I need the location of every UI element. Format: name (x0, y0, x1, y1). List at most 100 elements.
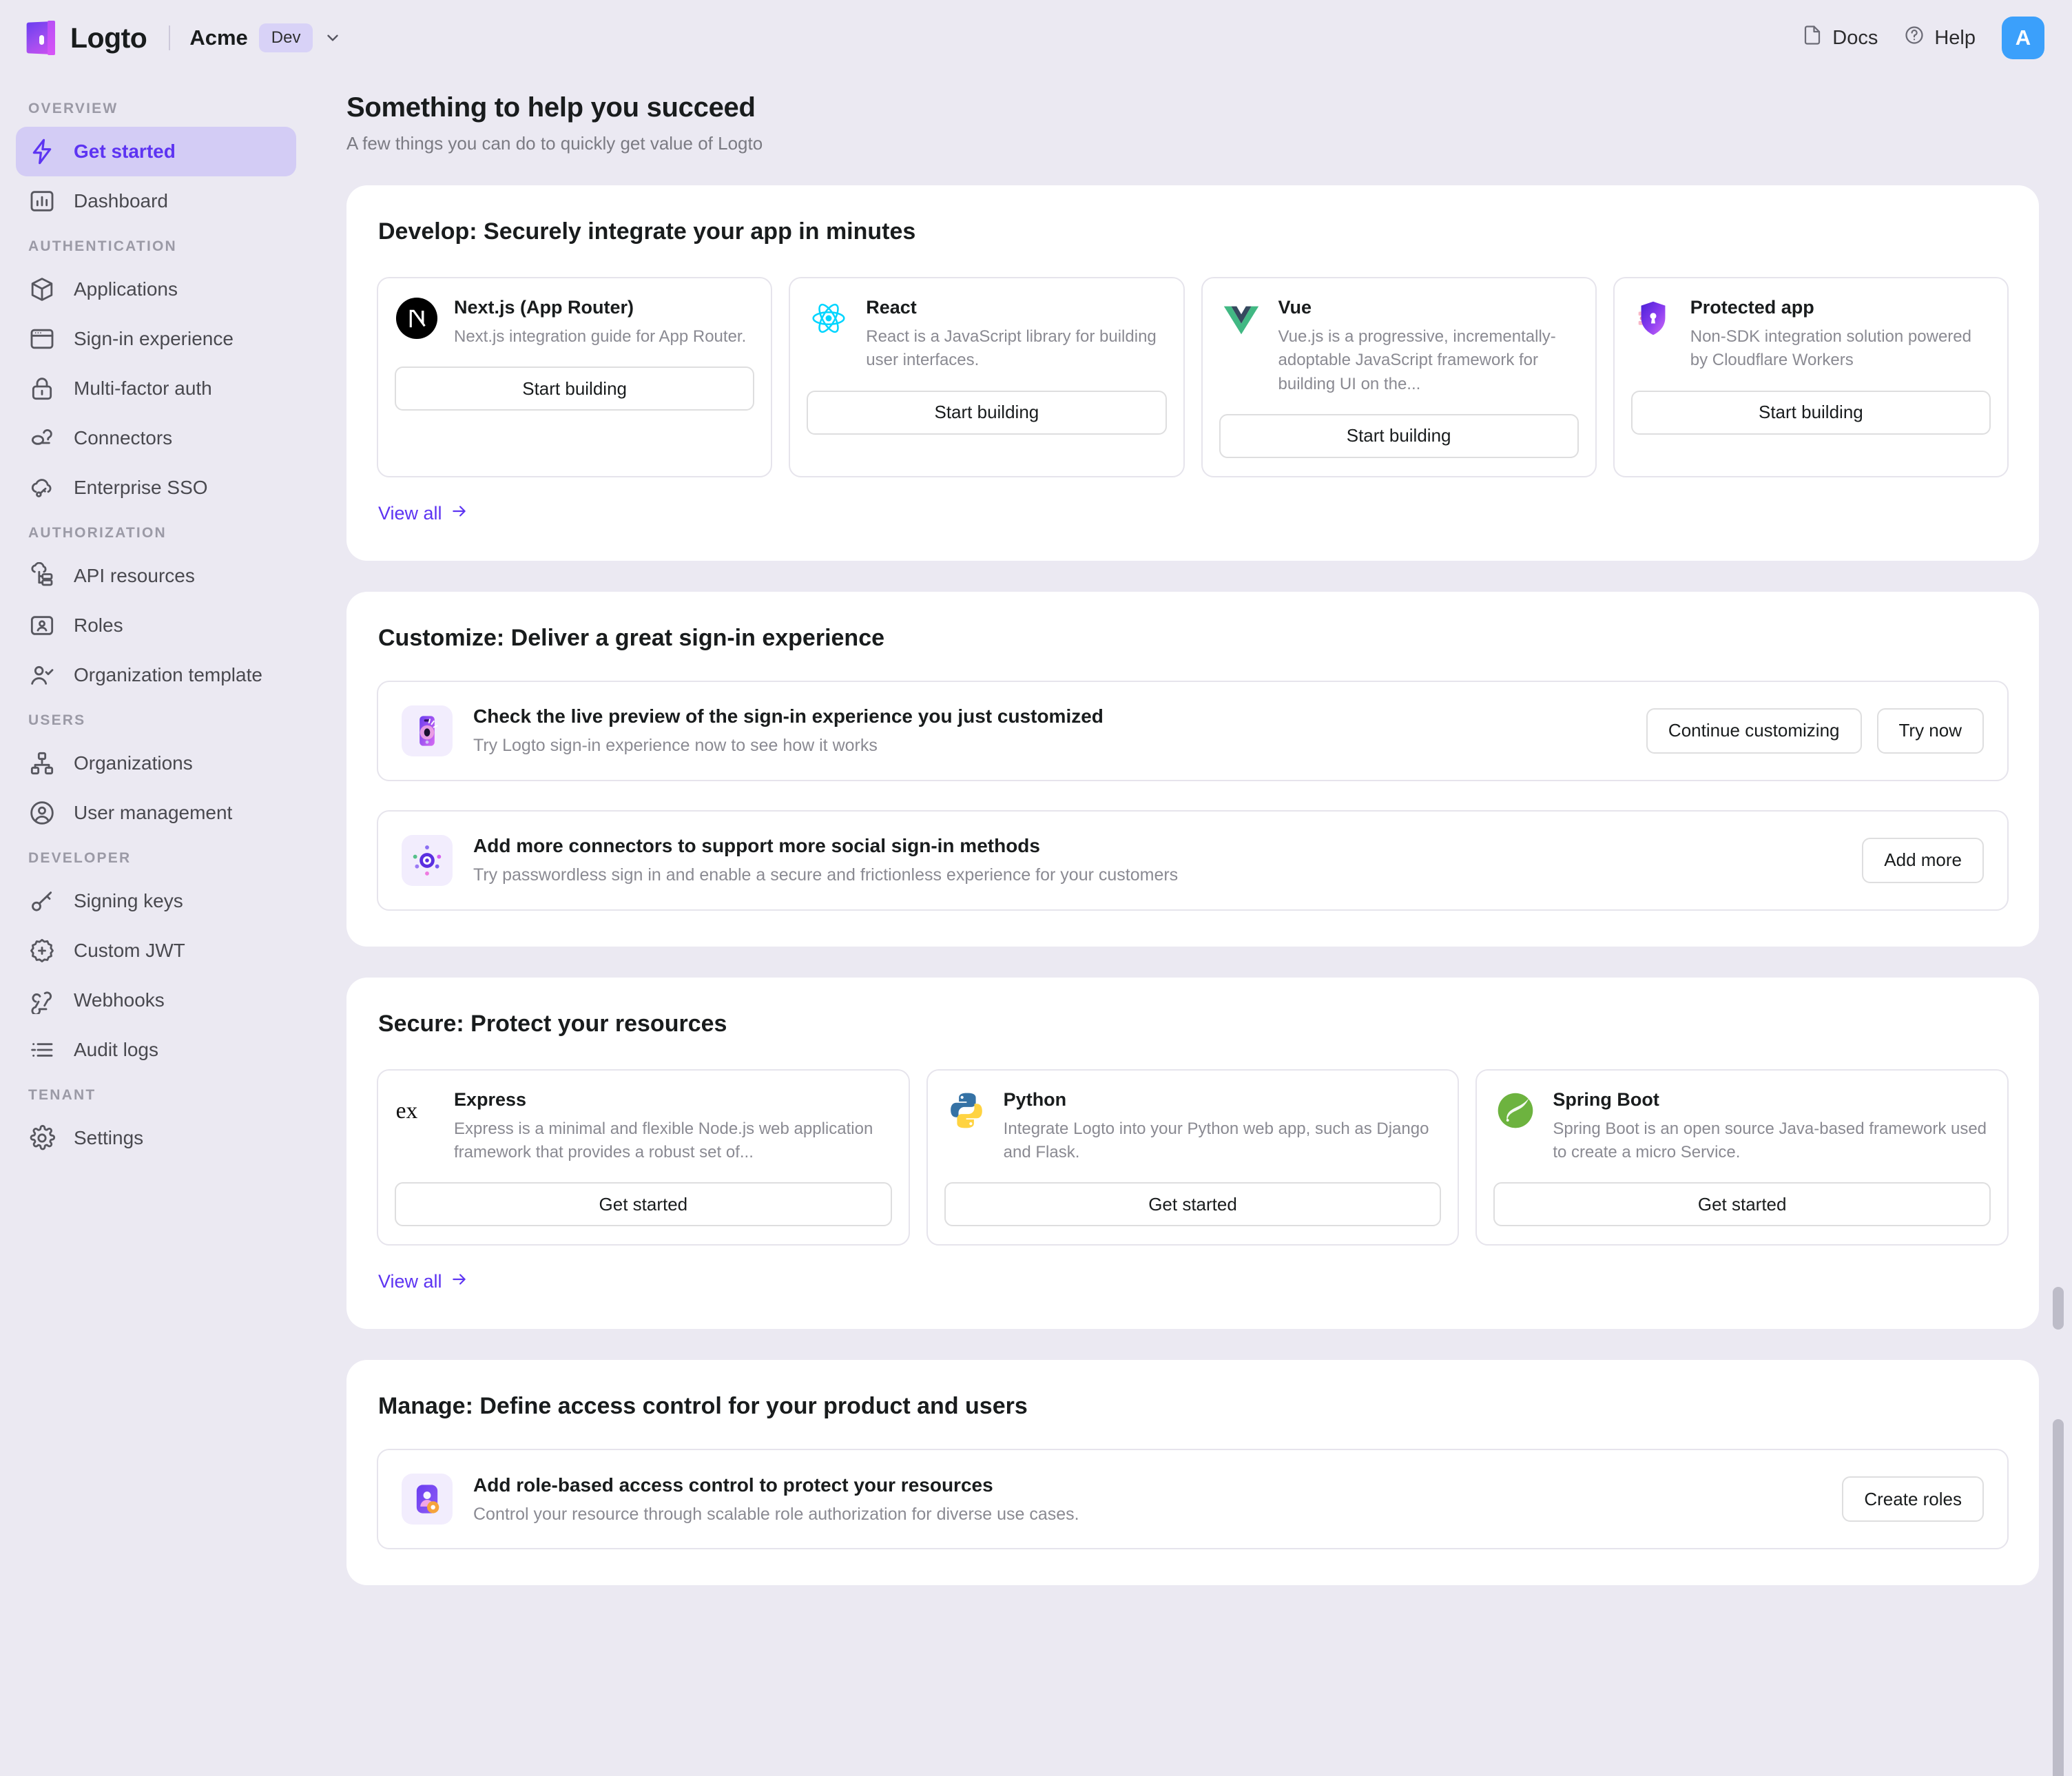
sidebar-item-label: Audit logs (74, 1039, 158, 1060)
tenant-switcher[interactable]: Acme Dev (189, 23, 342, 52)
card-header: Spring Boot Spring Boot is an open source… (1493, 1088, 1991, 1165)
card-action-button[interactable]: Start building (1630, 390, 1991, 435)
sidebar-item-multi-factor-auth[interactable]: Multi-factor auth (16, 364, 296, 413)
sidebar-item-applications[interactable]: Applications (16, 265, 296, 314)
org-tree-icon (28, 750, 56, 777)
vertical-scrollbar[interactable] (2051, 76, 2065, 1776)
main-content: Something to help you succeed A few thin… (319, 76, 2072, 1776)
connectors-icon (28, 424, 56, 452)
secure-card-row: ex Express Express is a minimal and flexib… (377, 1068, 2009, 1246)
arrow-right-icon (450, 1270, 468, 1293)
sidebar-item-user-management[interactable]: User management (16, 788, 296, 838)
role-access-icon (402, 1474, 453, 1525)
avatar[interactable]: A (2002, 17, 2044, 59)
sidebar-item-webhooks[interactable]: Webhooks (16, 975, 296, 1025)
sidebar-item-connectors[interactable]: Connectors (16, 413, 296, 463)
task-actions: Add more (1862, 837, 1984, 883)
sidebar-item-label: API resources (74, 565, 195, 586)
scrollbar-thumb[interactable] (2053, 1419, 2064, 1776)
sidebar-item-signing-keys[interactable]: Signing keys (16, 876, 296, 926)
framework-card[interactable]: ex Express Express is a minimal and flexib… (377, 1068, 910, 1246)
framework-card[interactable]: Spring Boot Spring Boot is an open source… (1475, 1068, 2009, 1246)
bolt-icon (28, 138, 56, 165)
framework-card[interactable]: Python Integrate Logto into your Python w… (926, 1068, 1460, 1246)
vue-logo (1219, 296, 1263, 340)
sidebar-item-get-started[interactable]: Get started (16, 127, 296, 176)
sidebar-item-label: Webhooks (74, 989, 165, 1011)
arrow-right-icon (450, 502, 468, 525)
sidebar-item-settings[interactable]: Settings (16, 1113, 296, 1163)
sidebar-item-custom-jwt[interactable]: Custom JWT (16, 926, 296, 975)
task-row: Check the live preview of the sign-in ex… (377, 680, 2009, 781)
card-action-button[interactable]: Get started (1493, 1182, 1991, 1227)
task-title: Check the live preview of the sign-in ex… (473, 705, 1104, 727)
sidebar-item-organizations[interactable]: Organizations (16, 739, 296, 788)
manage-rows: Add role-based access control to protect… (377, 1449, 2009, 1550)
card-header: Python Integrate Logto into your Python w… (944, 1088, 1442, 1165)
card-description: Non-SDK integration solution powered by … (1690, 327, 1971, 370)
sidebar-item-roles[interactable]: Roles (16, 601, 296, 650)
connectors-hub-icon (402, 834, 453, 886)
springboot-logo (1493, 1088, 1537, 1133)
sidebar-item-audit-logs[interactable]: Audit logs (16, 1025, 296, 1075)
tenant-name: Acme (189, 25, 248, 50)
cube-icon (28, 276, 56, 303)
sidebar-item-enterprise-sso[interactable]: Enterprise SSO (16, 463, 296, 513)
card-description: Spring Boot is an open source Java-based… (1553, 1119, 1987, 1162)
badge-plus-icon (28, 937, 56, 964)
framework-card[interactable]: Next.js (App Router) Next.js integration … (377, 277, 773, 477)
list-icon (28, 1036, 56, 1064)
framework-card[interactable]: React React is a JavaScript library for b… (789, 277, 1185, 477)
task-action-button[interactable]: Create roles (1842, 1476, 1984, 1522)
card-text: Vue Vue.js is a progressive, incrementall… (1278, 296, 1579, 396)
page-subtitle: A few things you can do to quickly get v… (346, 133, 763, 154)
card-action-button[interactable]: Get started (395, 1182, 892, 1227)
task-action-button[interactable]: Continue customizing (1646, 708, 1862, 754)
user-check-icon (28, 661, 56, 689)
help-link[interactable]: Help (1904, 25, 1976, 51)
topbar-actions: Docs Help A (1802, 17, 2044, 59)
sidebar-item-label: Organization template (74, 664, 262, 685)
task-subtitle: Control your resource through scalable r… (473, 1504, 1079, 1524)
sidebar: Overview Get started Dashboard Authenticati… (0, 76, 319, 1776)
secure-view-all-link[interactable]: View all (377, 1270, 468, 1293)
sidebar-item-dashboard[interactable]: Dashboard (16, 176, 296, 226)
card-action-button[interactable]: Start building (395, 366, 755, 411)
page-title: Something to help you succeed (346, 92, 756, 123)
task-text: Check the live preview of the sign-in ex… (473, 705, 1626, 756)
card-header: Next.js (App Router) Next.js integration … (395, 296, 754, 349)
sidebar-item-api-resources[interactable]: API resources (16, 551, 296, 601)
sidebar-item-organization-template[interactable]: Organization template (16, 650, 296, 700)
brand-logo[interactable]: Logto (26, 21, 147, 55)
docs-link[interactable]: Docs (1802, 25, 1878, 51)
task-action-button[interactable]: Try now (1876, 708, 1984, 754)
scrollbar-thumb-top[interactable] (2053, 1287, 2064, 1330)
sidebar-item-label: Enterprise SSO (74, 477, 208, 498)
gear-icon (28, 1124, 56, 1152)
sidebar-item-label: Custom JWT (74, 940, 185, 961)
section-title-secure: Secure: Protect your resources (378, 1010, 727, 1037)
nav-section-title-developer: Developer (28, 850, 132, 866)
framework-card[interactable]: Vue Vue.js is a progressive, incrementall… (1201, 277, 1597, 477)
develop-view-all-link[interactable]: View all (377, 502, 468, 525)
sidebar-item-sign-in-experience[interactable]: Sign-in experience (16, 314, 296, 364)
card-action-button[interactable]: Start building (807, 390, 1167, 435)
sidebar-item-label: Connectors (74, 427, 173, 448)
section-develop: Develop: Securely integrate your app in … (346, 185, 2039, 561)
key-icon (28, 887, 56, 915)
python-logo (944, 1088, 988, 1133)
tenant-env-badge: Dev (258, 23, 313, 52)
card-action-button[interactable]: Start building (1219, 413, 1579, 458)
card-action-button[interactable]: Get started (944, 1182, 1442, 1227)
nav-section-title-users: Users (28, 712, 86, 728)
task-subtitle: Try Logto sign-in experience now to see … (473, 736, 878, 756)
task-action-button[interactable]: Add more (1862, 837, 1984, 883)
card-title: Vue (1278, 297, 1312, 318)
card-text: Express Express is a minimal and flexible… (454, 1088, 892, 1165)
card-header: ex Express Express is a minimal and flexib… (395, 1088, 892, 1165)
task-title: Add more connectors to support more soci… (473, 835, 1040, 857)
card-title: Protected app (1690, 297, 1814, 318)
card-description: Integrate Logto into your Python web app… (1003, 1119, 1429, 1162)
framework-card[interactable]: Protected app Non-SDK integration solutio… (1613, 277, 2009, 477)
body: Overview Get started Dashboard Authenticati… (0, 76, 2072, 1776)
